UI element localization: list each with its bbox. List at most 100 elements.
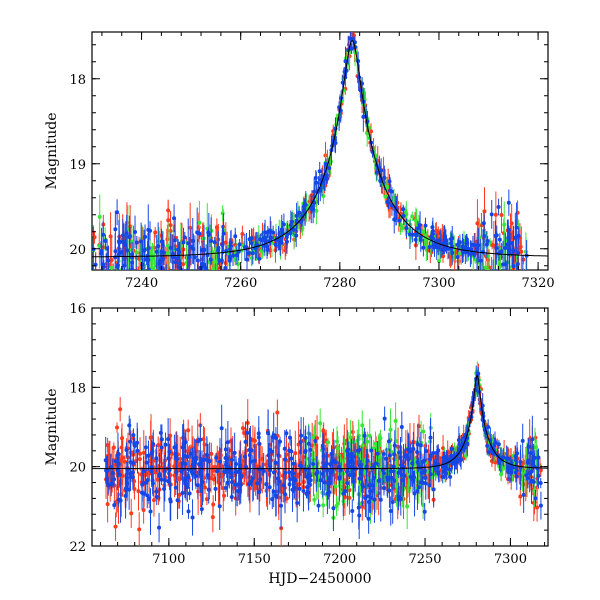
bottom-point-blue [505,456,510,461]
bottom-point-blue [222,469,227,474]
bottom-series-blue [103,365,543,543]
bottom-point-blue [173,485,178,490]
top-point-red [519,249,524,254]
top-point-blue [430,231,435,236]
top-point-blue [389,189,394,194]
bottom-point-blue [113,459,118,464]
top-point-blue [147,267,152,270]
top-point-blue [506,227,511,232]
bottom-point-red [518,494,523,499]
bottom-point-blue [431,487,436,492]
bottom-point-blue [532,455,537,460]
bottom-point-blue [360,482,365,487]
top-point-blue [223,265,228,270]
top-point-blue [484,242,489,247]
top-point-green [365,131,370,136]
top-point-green [151,257,156,262]
bottom-point-blue [270,497,275,502]
bottom-point-blue [128,439,133,444]
top-point-blue [195,230,200,235]
bottom-point-red [315,436,320,441]
top-series-blue [92,32,529,270]
top-point-blue [195,258,200,263]
bottom-point-red [156,443,161,448]
bottom-point-blue [223,485,228,490]
top-point-green [97,214,102,219]
top-point-blue [172,216,177,221]
top-point-blue [386,200,391,205]
bottom-point-red [122,459,127,464]
top-point-blue [309,206,314,211]
top-point-green [165,243,170,248]
bottom-point-blue [526,458,531,463]
top-point-blue [104,269,108,270]
top-point-blue [387,179,392,184]
bottom-point-blue [190,515,195,520]
bottom-point-blue [304,491,309,496]
bottom-point-blue [163,442,168,447]
top-point-red [168,229,173,234]
bottom-model-curve [92,374,548,470]
bottom-point-red [149,435,154,440]
bottom-point-blue [268,468,273,473]
top-point-blue [374,170,379,175]
top-point-blue [231,253,236,258]
bottom-point-blue [289,449,294,454]
top-point-blue [379,168,384,173]
bottom-point-blue [448,474,453,479]
bottom-point-blue [128,460,133,465]
bottom-point-red [129,511,134,516]
bottom-point-blue [515,451,520,456]
top-point-blue [504,268,509,270]
bottom-point-red [141,507,146,512]
top-point-blue [173,256,178,261]
bottom-point-green [394,484,399,489]
bottom-y-axis-label: Magnitude [44,388,60,465]
top-point-blue [208,257,213,262]
bottom-point-blue [115,453,120,458]
bottom-point-blue [376,478,381,483]
bottom-point-blue [196,439,201,444]
bottom-point-blue [391,469,396,474]
top-point-blue [168,245,173,250]
bottom-point-green [356,437,361,442]
bottom-point-blue [186,475,191,480]
bottom-point-green [373,441,378,446]
bottom-point-red [275,410,280,415]
bottom-point-blue [538,481,543,486]
bottom-point-blue [247,482,252,487]
top-point-blue [475,247,480,252]
bottom-point-blue [257,467,262,472]
top-point-green [398,222,403,227]
top-point-red [434,228,439,233]
top-point-blue [106,258,111,263]
top-point-blue [185,268,190,270]
top-point-green [259,248,264,253]
bottom-point-blue [388,508,393,513]
bottom-point-blue [283,457,288,462]
bottom-point-blue [233,482,238,487]
top-point-green [197,220,202,225]
top-point-blue [265,247,270,252]
bottom-point-blue [456,438,461,443]
bottom-point-blue [421,480,426,485]
bottom-point-blue [142,491,147,496]
bottom-point-blue [350,509,355,514]
top-x-tick-label: 7280 [323,276,356,291]
bottom-point-blue [399,424,404,429]
top-point-blue [105,246,110,251]
top-point-blue [446,246,451,251]
bottom-point-blue [166,437,171,442]
top-point-blue [187,254,192,259]
bottom-point-blue [349,451,354,456]
bottom-point-blue [331,506,336,511]
top-point-red [181,262,186,267]
top-point-blue [294,233,299,238]
top-point-blue [485,239,490,244]
top-point-blue [127,234,132,239]
top-point-blue [234,253,239,258]
bottom-point-blue [214,455,219,460]
top-point-blue [455,255,460,260]
top-point-blue [436,245,441,250]
